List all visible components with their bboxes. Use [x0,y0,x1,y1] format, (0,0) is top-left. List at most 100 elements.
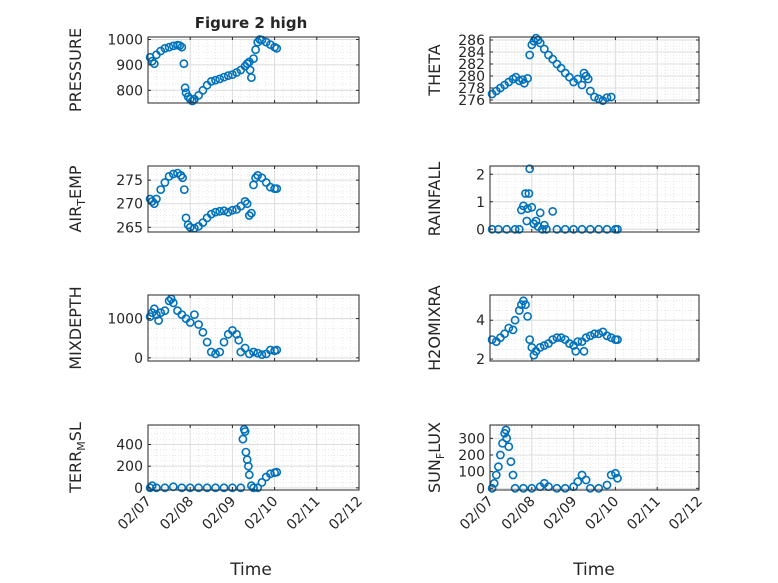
data-point [272,467,282,477]
data-point [500,329,509,339]
data-point [244,470,254,480]
x-tick-label: 02/07 [457,494,497,534]
data-point [223,207,233,217]
data-point [594,94,604,104]
y-axis-label: SUNFLUX [425,422,447,493]
data-point [501,425,511,435]
x-axis-label-left: Time [229,560,272,580]
y-tick-label: 270 [116,197,143,213]
data-point [510,315,520,325]
axes-box [147,36,360,104]
data-point [573,477,583,487]
y-tick-label: 265 [116,220,143,236]
data-point [149,59,159,69]
data-point [227,483,237,493]
axes-box [489,294,700,362]
y-tick-label: 200 [458,448,485,464]
data-point [548,206,558,216]
y-axis-label: RAINFALL [425,162,444,237]
data-point [227,70,237,79]
y-tick-label: 900 [116,58,143,74]
data-point [272,345,282,355]
data-point [581,333,591,343]
data-point [585,331,595,341]
y-tick-label: 1000 [107,33,143,49]
data-point [215,206,225,216]
data-point [194,483,203,493]
data-point [565,339,574,348]
data-point [573,337,583,346]
data-series [145,35,282,106]
data-point [145,483,155,493]
data-point [180,83,190,93]
data-point [573,74,583,84]
data-point [244,211,254,220]
data-point [491,470,501,480]
data-point [177,483,187,493]
y-tick-label: 275 [116,173,143,189]
data-point [539,44,549,54]
x-tick-label: 02/08 [499,494,539,534]
x-tick-label: 02/09 [541,494,581,534]
data-point [160,178,170,187]
data-point [560,483,570,493]
data-point [613,224,622,234]
data-series [145,424,282,493]
subplot-pressure: 800 900 1000 PRESSURE [66,28,360,112]
data-point [246,73,256,82]
x-tick-label: 02/08 [157,494,197,534]
data-point [257,173,267,183]
y-axis-label: PRESSURE [66,28,85,112]
data-point [257,35,267,45]
data-point [585,224,595,234]
data-point [206,77,216,86]
plot-area [148,425,359,490]
data-point [272,184,282,193]
data-point [215,74,225,84]
data-point [168,298,178,308]
data-point [147,481,157,491]
y-tick-label: 100 [458,465,485,481]
data-point [552,333,562,343]
data-point [154,316,163,325]
y-tick-label: 800 [116,83,143,99]
y-tick-label: 200 [116,459,143,475]
data-point [189,310,199,319]
data-point [495,450,505,460]
subplot-terr-msl: 02/07 02/08 02/09 02/10 02/11 02/12 0 200 400 TER… [66,422,366,533]
y-tick-label: 400 [116,438,143,454]
data-point [521,300,530,310]
axes-box [489,165,700,233]
plot-area [490,425,699,490]
data-point [198,327,208,337]
data-point [594,483,604,493]
data-series [487,164,622,234]
y-tick-label: 2 [476,352,485,368]
plot-area [148,295,359,361]
data-point [238,434,248,444]
data-point [211,349,220,359]
data-point [535,38,545,48]
data-point [249,54,258,63]
data-point [240,427,250,436]
data-point [198,85,208,95]
data-point [253,483,263,493]
data-point [585,483,595,493]
subplot-mixdepth: 0 1000 MIXDEPTH [66,286,360,370]
data-point [577,224,587,234]
data-point [236,483,246,493]
subplot-rainfall: 0 1 2 RAINFALL [425,162,700,238]
data-point [219,206,229,216]
major-grid [147,37,360,103]
data-point [487,224,497,234]
y-tick-label: 1000 [107,312,143,328]
data-point [160,306,170,316]
data-point [489,478,499,488]
data-point [527,202,537,212]
axes-box [147,165,360,233]
data-point [211,483,220,493]
data-point [506,457,516,467]
data-point [215,347,225,357]
data-point [508,470,518,480]
